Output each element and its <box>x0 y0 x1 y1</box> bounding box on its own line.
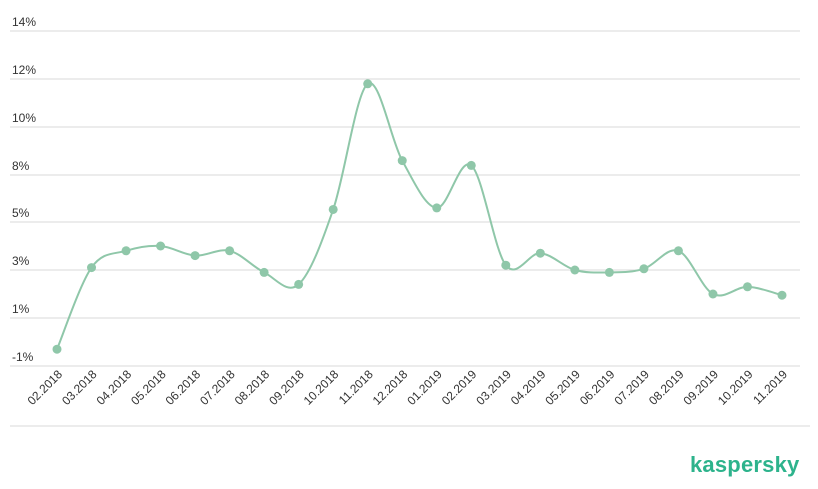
data-point-03.2019 <box>501 260 511 270</box>
x-tick-label: 03.2019 <box>473 367 514 408</box>
series-line <box>56 82 783 350</box>
y-tick-label: 14% <box>12 15 36 29</box>
y-tick-label: 10% <box>12 111 36 125</box>
x-tick-label: 02.2019 <box>439 367 480 408</box>
x-tick-label: 08.2018 <box>232 367 273 408</box>
x-tick-label: 04.2019 <box>508 367 549 408</box>
data-point-10.2019 <box>742 282 752 292</box>
data-points <box>52 79 787 354</box>
y-axis-tick-labels: -1% 1% 3% 5% 8% 10% 12% 14% <box>12 15 36 364</box>
data-point-10.2018 <box>328 204 338 214</box>
data-point-11.2018 <box>363 79 373 89</box>
data-point-11.2019 <box>777 290 787 300</box>
series-line-layer <box>56 82 783 350</box>
y-tick-label: 3% <box>12 254 30 268</box>
x-tick-label: 07.2019 <box>611 367 652 408</box>
kaspersky-logo: kaspersky <box>690 452 800 477</box>
grid-layer <box>10 30 800 367</box>
data-point-08.2018 <box>259 267 269 277</box>
data-point-04.2019 <box>535 248 545 258</box>
data-point-05.2019 <box>570 265 580 275</box>
data-point-07.2018 <box>225 246 235 256</box>
x-tick-label: 05.2018 <box>128 367 169 408</box>
data-point-01.2019 <box>432 203 442 213</box>
data-point-08.2019 <box>673 246 683 256</box>
data-point-05.2018 <box>156 241 166 251</box>
x-axis-tick-labels: 02.201803.201804.201805.201806.201807.20… <box>25 367 791 408</box>
x-tick-label: 09.2019 <box>680 367 721 408</box>
x-tick-label: 04.2018 <box>94 367 135 408</box>
data-point-09.2019 <box>708 289 718 299</box>
y-tick-label: 5% <box>12 206 30 220</box>
x-tick-label: 10.2018 <box>301 367 342 408</box>
x-tick-label: 01.2019 <box>404 367 445 408</box>
y-tick-label: 8% <box>12 159 30 173</box>
x-tick-label: 06.2019 <box>577 367 618 408</box>
data-point-04.2018 <box>121 246 131 256</box>
y-tick-label: 12% <box>12 63 36 77</box>
x-tick-label: 11.2018 <box>336 367 376 407</box>
data-point-06.2019 <box>604 267 614 277</box>
y-tick-label: 1% <box>12 302 30 316</box>
x-tick-label: 09.2018 <box>266 367 307 408</box>
x-tick-label: 07.2018 <box>197 367 238 408</box>
data-point-02.2019 <box>466 160 476 170</box>
x-tick-label: 10.2019 <box>715 367 756 408</box>
data-point-09.2018 <box>294 279 304 289</box>
data-point-07.2019 <box>639 264 649 274</box>
data-point-02.2018 <box>52 344 62 354</box>
x-tick-label: 12.2018 <box>370 367 411 408</box>
data-point-06.2018 <box>190 251 200 261</box>
data-point-03.2018 <box>87 263 97 273</box>
y-tick-label: -1% <box>12 350 34 364</box>
x-tick-label: 11.2019 <box>750 367 790 407</box>
x-tick-label: 06.2018 <box>163 367 204 408</box>
x-tick-label: 03.2018 <box>59 367 100 408</box>
x-tick-label: 02.2018 <box>25 367 66 408</box>
data-point-12.2018 <box>397 156 407 166</box>
x-tick-label: 05.2019 <box>542 367 583 408</box>
x-tick-label: 08.2019 <box>646 367 687 408</box>
